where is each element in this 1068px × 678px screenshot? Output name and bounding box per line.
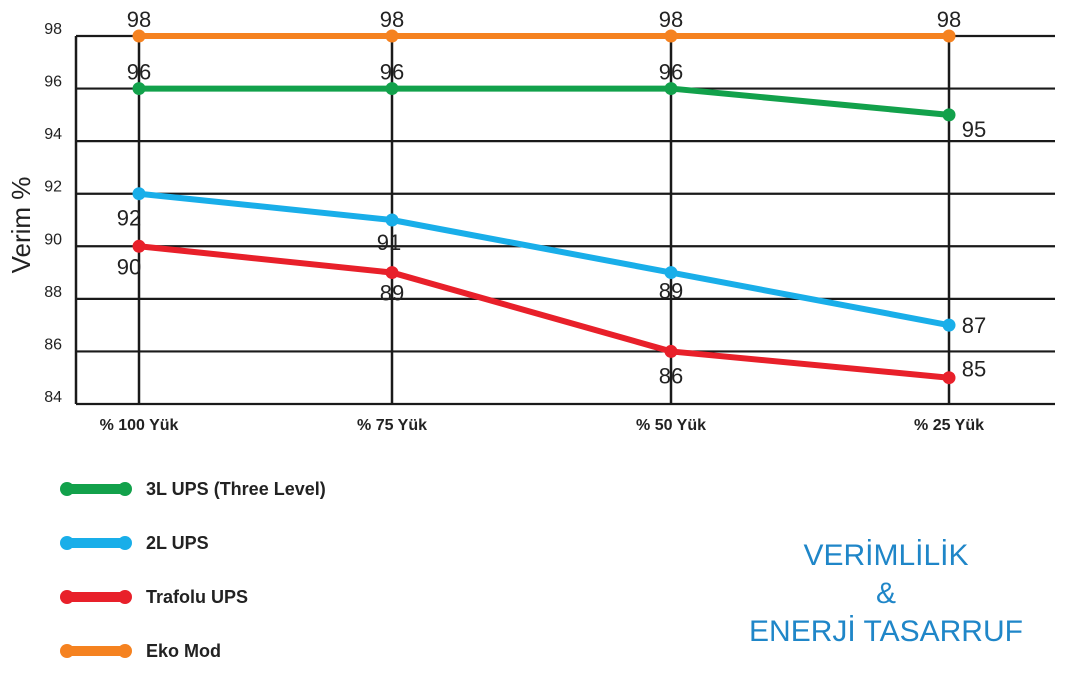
data-label: 87: [962, 313, 986, 338]
title-line-2: &: [875, 577, 896, 610]
y-tick-label: 94: [44, 126, 62, 143]
y-tick-label: 96: [44, 74, 62, 91]
y-tick-label: 86: [44, 336, 62, 353]
title-line-1: VERİMLİLİK: [803, 539, 969, 572]
title-line-3: ENERJİ TASARRUF: [749, 615, 1023, 648]
y-axis-label: Verim %: [6, 177, 36, 274]
data-label: 85: [962, 357, 986, 382]
legend-label: Trafolu UPS: [146, 586, 249, 607]
data-point: [385, 266, 399, 280]
data-point: [132, 29, 146, 43]
x-tick-label: % 100 Yük: [100, 417, 179, 434]
x-tick-label: % 75 Yük: [357, 417, 427, 434]
series-line: [138, 243, 950, 381]
data-label: 96: [380, 60, 404, 85]
data-label: 95: [962, 117, 986, 142]
data-point: [664, 266, 678, 280]
data-point: [132, 82, 146, 96]
series-line: [138, 190, 950, 329]
legend-item: 3L UPS (Three Level): [60, 462, 326, 516]
x-tick-label: % 50 Yük: [636, 417, 706, 434]
series-line: [139, 85, 950, 118]
x-tick-label: % 25 Yük: [914, 417, 984, 434]
data-label: 92: [117, 206, 141, 231]
data-label: 98: [127, 7, 151, 32]
data-label: 96: [659, 60, 683, 85]
legend-label: 3L UPS (Three Level): [146, 478, 326, 499]
legend-swatch: [60, 536, 132, 550]
data-point: [664, 82, 678, 96]
y-tick-label: 92: [44, 179, 62, 196]
title-block: VERİMLİLİK & ENERJİ TASARRUF: [726, 537, 1046, 651]
y-tick-label: 84: [44, 389, 62, 406]
data-point: [942, 371, 956, 385]
data-point: [385, 29, 399, 43]
y-tick-label: 98: [44, 21, 62, 38]
data-label: 90: [117, 254, 141, 279]
legend-item: Eko Mod: [60, 624, 326, 678]
y-tick-label: 88: [44, 284, 62, 301]
legend-item: Trafolu UPS: [60, 570, 326, 624]
data-label: 98: [380, 7, 404, 32]
data-label: 91: [377, 230, 401, 255]
legend-swatch: [60, 644, 132, 658]
data-point: [664, 29, 678, 43]
data-point: [132, 187, 146, 201]
data-point: [385, 82, 399, 96]
data-label: 86: [659, 363, 683, 388]
efficiency-line-chart: 84 86 88 90 92 94 96 98 % 100 Yük % 75 Yük % 50 Yü…: [6, 7, 1055, 434]
data-point: [942, 29, 956, 43]
chart-legend: 3L UPS (Three Level) 2L UPS Trafolu UPS Eko…: [60, 462, 326, 678]
data-label: 89: [380, 281, 404, 306]
data-point: [664, 344, 678, 358]
legend-item: 2L UPS: [60, 516, 326, 570]
data-label: 98: [937, 7, 961, 32]
data-label: 96: [127, 60, 151, 85]
data-label: 98: [659, 7, 683, 32]
data-point: [132, 239, 146, 253]
legend-label: 2L UPS: [146, 532, 209, 553]
legend-swatch: [60, 482, 132, 496]
legend-label: Eko Mod: [146, 640, 221, 661]
y-tick-label: 90: [44, 231, 62, 248]
data-point: [942, 108, 956, 122]
legend-swatch: [60, 590, 132, 604]
data-point: [385, 213, 399, 227]
data-label: 89: [659, 279, 683, 304]
data-point: [942, 318, 956, 332]
